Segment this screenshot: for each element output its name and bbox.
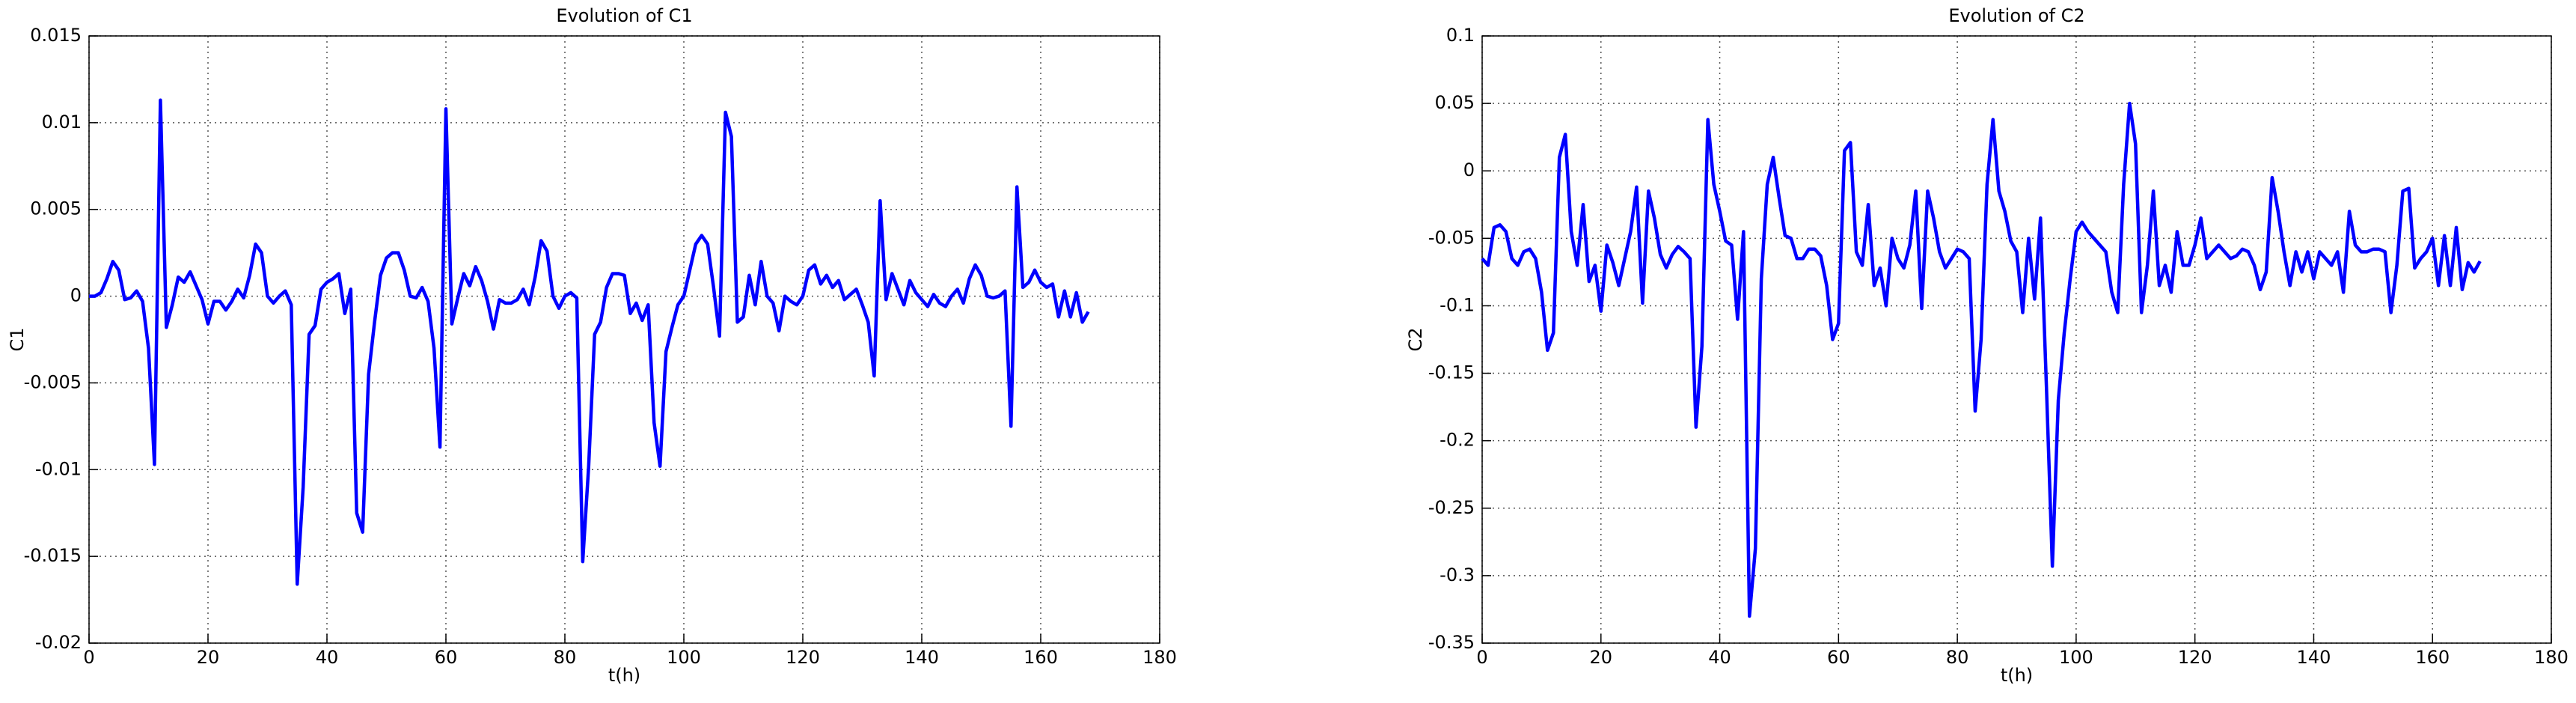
x-tick-label: 120	[2178, 647, 2212, 668]
x-tick-label: 120	[786, 647, 820, 668]
y-tick-label: -0.25	[1428, 497, 1475, 518]
y-tick-label: -0.2	[1440, 430, 1475, 451]
chart-title: Evolution of C2	[1948, 5, 2084, 26]
y-tick-label: -0.005	[24, 371, 82, 392]
chart-title: Evolution of C1	[556, 5, 692, 26]
y-tick-label: -0.3	[1440, 564, 1475, 585]
x-tick-label: 140	[2297, 647, 2331, 668]
y-tick-label: 0.005	[30, 198, 82, 219]
y-tick-label: 0.015	[30, 25, 82, 46]
x-tick-label: 140	[905, 647, 939, 668]
x-tick-label: 100	[2059, 647, 2093, 668]
y-tick-label: 0	[70, 285, 82, 306]
x-tick-label: 80	[554, 647, 577, 668]
x-tick-label: 40	[316, 647, 339, 668]
y-tick-label: -0.15	[1428, 362, 1475, 383]
x-tick-label: 0	[1476, 647, 1487, 668]
x-tick-label: 40	[1708, 647, 1731, 668]
x-tick-label: 60	[435, 647, 458, 668]
x-tick-label: 100	[667, 647, 701, 668]
x-tick-label: 180	[2534, 647, 2569, 668]
x-axis-label: t(h)	[2001, 665, 2033, 686]
x-tick-label: 80	[1946, 647, 1969, 668]
x-tick-label: 20	[197, 647, 220, 668]
x-tick-label: 180	[1142, 647, 1177, 668]
x-tick-label: 60	[1827, 647, 1850, 668]
data-line	[1481, 101, 2482, 618]
y-tick-label: -0.1	[1440, 294, 1475, 315]
data-line	[89, 98, 1090, 586]
plot-frame	[88, 35, 1160, 644]
x-tick-label: 20	[1590, 647, 1613, 668]
x-axis-label: t(h)	[608, 665, 640, 686]
y-tick-label: -0.02	[35, 632, 82, 653]
y-tick-label: -0.01	[35, 458, 82, 479]
x-tick-label: 0	[83, 647, 94, 668]
x-tick-label: 160	[1024, 647, 1058, 668]
y-tick-label: -0.015	[24, 545, 82, 566]
y-tick-label: 0.01	[42, 112, 82, 133]
y-tick-label: -0.35	[1428, 632, 1475, 653]
x-tick-label: 160	[2415, 647, 2450, 668]
y-axis-label: C2	[1405, 327, 1426, 351]
y-tick-label: 0	[1463, 159, 1475, 180]
y-tick-label: 0.05	[1435, 92, 1475, 113]
y-axis-label: C1	[7, 327, 28, 351]
y-tick-label: -0.05	[1428, 227, 1475, 248]
y-tick-label: 0.1	[1446, 25, 1475, 46]
plot-frame	[1481, 35, 2552, 644]
